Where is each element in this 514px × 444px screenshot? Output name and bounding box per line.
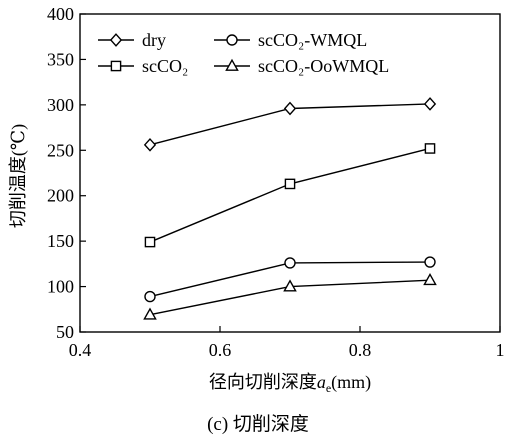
y-tick-label: 50 bbox=[56, 322, 74, 342]
x-axis-label-subscript: e bbox=[326, 381, 331, 395]
plot-area bbox=[79, 13, 501, 333]
data-point bbox=[283, 101, 297, 116]
y-tick-label: 300 bbox=[47, 95, 74, 115]
legend-label: scCO₂-WMQL bbox=[258, 30, 367, 50]
figure-caption: (c) 切削深度 bbox=[207, 413, 309, 435]
data-point bbox=[144, 236, 156, 248]
legend-item: scCO₂-OoWMQL bbox=[214, 56, 389, 76]
data-point bbox=[144, 290, 156, 303]
y-axis-label: 切削温度(℃) bbox=[8, 124, 29, 228]
legend-item: scCO₂-WMQL bbox=[214, 30, 367, 50]
data-point bbox=[423, 97, 437, 111]
series-line bbox=[149, 147, 431, 243]
x-axis-label-variable: a bbox=[317, 372, 326, 392]
y-tick-label: 100 bbox=[47, 277, 74, 297]
legend-item: scCO₂ bbox=[98, 56, 188, 76]
series-diamond bbox=[143, 97, 437, 152]
y-tick-label: 400 bbox=[47, 4, 74, 24]
legend-label: scCO₂ bbox=[142, 56, 188, 76]
y-tick-label: 150 bbox=[47, 231, 74, 251]
data-point bbox=[143, 307, 157, 320]
legend-marker bbox=[109, 33, 123, 47]
data-point bbox=[284, 178, 296, 190]
legend-marker bbox=[225, 58, 239, 71]
y-tick-label: 250 bbox=[47, 140, 74, 160]
legend-item: dry bbox=[98, 30, 166, 50]
x-axis-label-main: 径向切削深度 bbox=[209, 372, 317, 392]
x-tick-label: 1 bbox=[496, 340, 505, 360]
series-square bbox=[144, 143, 436, 248]
data-point bbox=[423, 272, 437, 286]
data-point bbox=[283, 279, 297, 292]
y-tick-label: 350 bbox=[47, 49, 74, 69]
x-tick-label: 0.6 bbox=[209, 340, 232, 360]
x-tick-label: 0.4 bbox=[69, 340, 92, 360]
x-axis-label: 径向切削深度ae(mm) bbox=[209, 372, 371, 395]
tick-labels: 50 100 150 200 250 300 350 400 0.4 0.6 0.8 1 bbox=[47, 4, 505, 360]
legend-marker bbox=[226, 34, 238, 46]
legend-marker bbox=[110, 60, 122, 72]
x-tick-label: 0.8 bbox=[349, 340, 372, 360]
series-circle bbox=[144, 256, 436, 303]
data-point bbox=[284, 257, 296, 269]
legend-label: scCO₂-OoWMQL bbox=[258, 56, 389, 76]
x-axis-label-unit: (mm) bbox=[331, 372, 371, 393]
legend-label: dry bbox=[142, 30, 166, 50]
data-point bbox=[143, 137, 157, 152]
series-triangle bbox=[143, 272, 437, 320]
series-layer bbox=[143, 97, 437, 320]
legend: dry scCO₂ scCO₂-WMQL scCO₂-OoWMQL bbox=[98, 30, 389, 76]
plot-frame bbox=[79, 13, 501, 333]
y-tick-label: 200 bbox=[47, 186, 74, 206]
data-point bbox=[424, 256, 436, 268]
data-point bbox=[424, 143, 436, 154]
